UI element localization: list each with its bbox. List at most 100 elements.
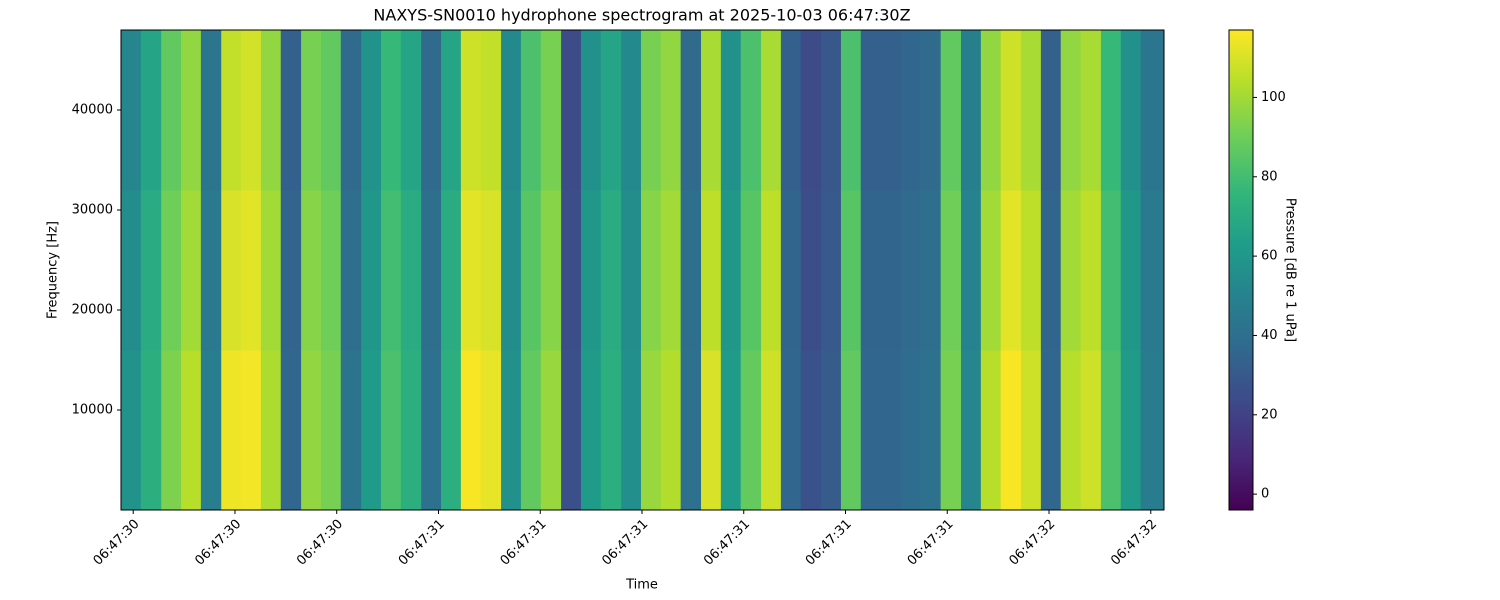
- heatmap-cell: [780, 190, 802, 351]
- heatmap-cell: [241, 190, 262, 351]
- heatmap-cell: [960, 350, 982, 511]
- heatmap-cell: [121, 30, 142, 191]
- heatmap-cell: [520, 350, 542, 511]
- heatmap-cell: [301, 30, 322, 191]
- heatmap-cell: [701, 30, 722, 191]
- heatmap-cell: [1040, 30, 1062, 191]
- heatmap-cell: [221, 350, 242, 511]
- heatmap-cell: [301, 350, 322, 511]
- heatmap-cell: [600, 30, 622, 191]
- heatmap-cell: [260, 350, 282, 511]
- heatmap-cell: [520, 190, 542, 351]
- heatmap-cell: [441, 30, 462, 191]
- heatmap-cell: [361, 190, 382, 351]
- colorbar-tick-label: 20: [1261, 407, 1278, 422]
- heatmap-cell: [140, 190, 162, 351]
- heatmap-cell: [860, 30, 882, 191]
- heatmap-cell: [561, 190, 582, 351]
- heatmap-cell: [1021, 350, 1042, 511]
- heatmap-cell: [821, 350, 842, 511]
- x-tick-label: 06:47:31: [498, 517, 550, 569]
- heatmap-cell: [1060, 190, 1082, 351]
- heatmap-cell: [980, 30, 1002, 191]
- heatmap-cell: [821, 190, 842, 351]
- heatmap-cell: [761, 30, 782, 191]
- heatmap-cell: [241, 30, 262, 191]
- heatmap-cell: [621, 190, 642, 351]
- heatmap-cell: [920, 30, 942, 191]
- heatmap-cell: [640, 190, 662, 351]
- heatmap-cell: [1100, 350, 1122, 511]
- colorbar: [1228, 29, 1254, 511]
- colorbar-tick-label: 100: [1261, 90, 1286, 105]
- heatmap-cell: [221, 30, 242, 191]
- heatmap-cell: [280, 350, 302, 511]
- heatmap-cell: [1000, 30, 1022, 191]
- heatmap-cell: [980, 190, 1002, 351]
- heatmap-cell: [140, 350, 162, 511]
- heatmap-cell: [720, 350, 742, 511]
- y-tick-label: 20000: [72, 303, 113, 318]
- x-tick-label: 06:47:32: [1006, 517, 1058, 569]
- heatmap-cell: [161, 350, 182, 511]
- heatmap-cell: [1080, 30, 1102, 191]
- heatmap-cell: [840, 30, 862, 191]
- chart-title: NAXYS-SN0010 hydrophone spectrogram at 2…: [373, 6, 910, 25]
- x-tick-label: 06:47:32: [1108, 517, 1160, 569]
- colorbar-tick-label: 80: [1261, 169, 1278, 184]
- heatmap-cell: [840, 350, 862, 511]
- heatmap-cell: [761, 190, 782, 351]
- y-tick-label: 40000: [72, 103, 113, 118]
- heatmap-cell: [121, 190, 142, 351]
- colorbar-tick-label: 60: [1261, 249, 1278, 264]
- heatmap-cell: [260, 190, 282, 351]
- heatmap-cell: [421, 350, 442, 511]
- heatmap-cell: [580, 190, 602, 351]
- y-axis-label: Frequency [Hz]: [46, 221, 61, 319]
- heatmap-cell: [1120, 30, 1142, 191]
- heatmap-cell: [660, 190, 682, 351]
- x-axis-label: Time: [625, 578, 658, 593]
- heatmap-cell: [280, 190, 302, 351]
- heatmap-cell: [460, 350, 482, 511]
- heatmap-cell: [940, 190, 962, 351]
- heatmap-cell: [320, 30, 342, 191]
- heatmap-cell: [561, 30, 582, 191]
- heatmap-cell: [1080, 190, 1102, 351]
- heatmap-cell: [761, 350, 782, 511]
- heatmap-cell: [1140, 190, 1165, 351]
- heatmap-cell: [660, 350, 682, 511]
- heatmap-cell: [940, 30, 962, 191]
- heatmap-cell: [301, 190, 322, 351]
- heatmap-cell: [720, 30, 742, 191]
- heatmap-cell: [1120, 350, 1142, 511]
- x-tick-label: 06:47:31: [905, 517, 957, 569]
- heatmap-cell: [880, 190, 902, 351]
- y-tick-label: 30000: [72, 203, 113, 218]
- heatmap-cell: [400, 190, 422, 351]
- heatmap-cell: [960, 190, 982, 351]
- heatmap-cell: [421, 30, 442, 191]
- heatmap-cell: [540, 30, 562, 191]
- heatmap-cell: [600, 190, 622, 351]
- heatmap-cell: [400, 30, 422, 191]
- heatmap-cell: [121, 350, 142, 511]
- plot-frame: [120, 29, 1165, 511]
- x-tick-label: 06:47:31: [803, 517, 855, 569]
- heatmap-cell: [400, 350, 422, 511]
- heatmap-cell: [380, 190, 402, 351]
- heatmap-cell: [860, 190, 882, 351]
- heatmap-cell: [441, 350, 462, 511]
- heatmap-cell: [960, 30, 982, 191]
- heatmap-cell: [340, 350, 362, 511]
- heatmap-cell: [1060, 30, 1082, 191]
- heatmap-cell: [480, 30, 502, 191]
- heatmap-cell: [980, 350, 1002, 511]
- heatmap-cell: [561, 350, 582, 511]
- heatmap-cell: [821, 30, 842, 191]
- heatmap-cell: [621, 30, 642, 191]
- heatmap-cell: [480, 190, 502, 351]
- heatmap-cell: [740, 350, 762, 511]
- heatmap-cell: [441, 190, 462, 351]
- heatmap-cell: [200, 30, 222, 191]
